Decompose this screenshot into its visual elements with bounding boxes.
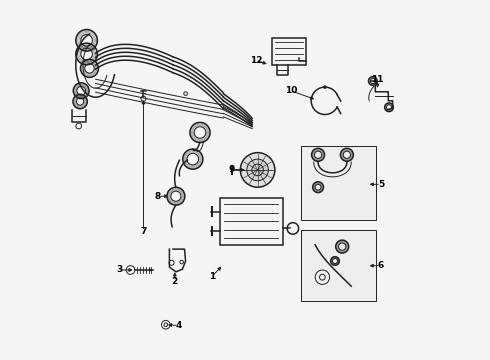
Bar (301, 230, 376, 301)
Circle shape (240, 153, 275, 187)
Text: 11: 11 (371, 76, 384, 85)
Bar (301, 146, 376, 220)
Bar (272, 38, 306, 65)
Text: 1: 1 (209, 272, 215, 281)
Text: 8: 8 (155, 192, 161, 201)
Circle shape (323, 86, 326, 89)
Text: 5: 5 (378, 180, 384, 189)
Text: 9: 9 (228, 165, 235, 174)
Text: 7: 7 (140, 227, 147, 236)
Text: 6: 6 (378, 261, 384, 270)
Bar (220, 198, 283, 245)
Text: 3: 3 (117, 266, 123, 274)
Text: 10: 10 (285, 86, 297, 95)
Circle shape (126, 266, 135, 274)
Circle shape (247, 159, 269, 181)
Text: 4: 4 (175, 321, 182, 330)
Text: 12: 12 (250, 56, 263, 65)
Text: 2: 2 (172, 277, 178, 286)
